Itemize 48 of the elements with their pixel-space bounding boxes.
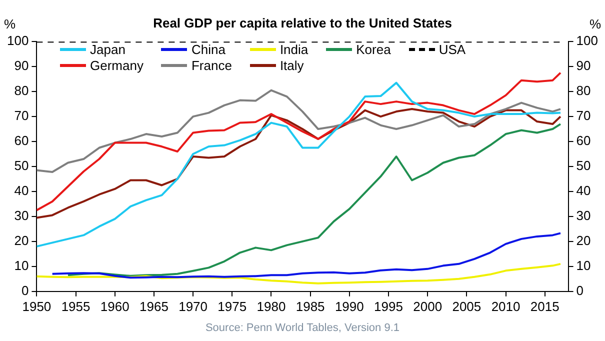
y2-tick-label: 100: [576, 33, 598, 48]
source-note: Source: Penn World Tables, Version 9.1: [204, 322, 401, 334]
y-tick-label: 30: [14, 208, 29, 224]
y-tick-label: 20: [14, 233, 29, 248]
y-tick-label: 90: [14, 58, 29, 74]
y-tick-label: 50: [14, 158, 29, 174]
y-tick-label: 60: [14, 133, 29, 148]
y2-axis-title: %: [589, 16, 602, 32]
x-tick-label: 1975: [218, 298, 247, 314]
y-tick-label: 100: [6, 33, 29, 48]
x-tick-label: 1990: [334, 298, 364, 314]
legend-label: Germany: [90, 58, 144, 73]
legend-label: Japan: [90, 42, 126, 57]
y-tick-label: 70: [14, 108, 29, 124]
y2-tick-label: 60: [576, 133, 591, 148]
y2-tick-label: 80: [576, 83, 591, 98]
x-tick-label: 1980: [256, 298, 286, 314]
y2-tick-label: 0: [576, 282, 584, 298]
y2-tick-label: 30: [576, 208, 591, 224]
x-tick-label: 1965: [140, 298, 168, 314]
y2-tick-label: 50: [576, 158, 591, 174]
x-tick-label: 1950: [22, 298, 52, 314]
y-axis-title: %: [4, 16, 16, 32]
legend-label: China: [191, 42, 226, 57]
y-tick-label: 80: [14, 83, 29, 98]
y2-tick-label: 10: [576, 258, 591, 273]
legend-label: Korea: [356, 42, 391, 57]
x-tick-label: 2015: [530, 298, 560, 314]
legend-label: France: [191, 58, 232, 73]
x-tick-label: 2000: [413, 298, 442, 314]
legend-label: Italy: [280, 58, 304, 73]
x-tick-label: 1960: [100, 298, 130, 314]
y2-tick-label: 90: [576, 58, 591, 74]
chart-title: Real GDP per capita relative to the United States: [153, 15, 452, 30]
legend-label: USA: [438, 42, 466, 57]
y-tick-label: 10: [14, 258, 29, 273]
x-tick-label: 2005: [452, 298, 482, 314]
x-tick-label: 1970: [178, 298, 208, 314]
x-tick-label: 2010: [491, 298, 520, 314]
y-tick-label: 0: [21, 282, 29, 298]
y-tick-label: 40: [14, 183, 29, 198]
legend-label: India: [280, 42, 308, 57]
y2-tick-label: 70: [576, 108, 591, 124]
x-tick-label: 1985: [296, 298, 325, 314]
y2-tick-label: 40: [576, 183, 591, 198]
x-tick-label: 1955: [61, 298, 90, 314]
x-tick-label: 1995: [374, 298, 403, 314]
y2-tick-label: 20: [576, 233, 591, 248]
